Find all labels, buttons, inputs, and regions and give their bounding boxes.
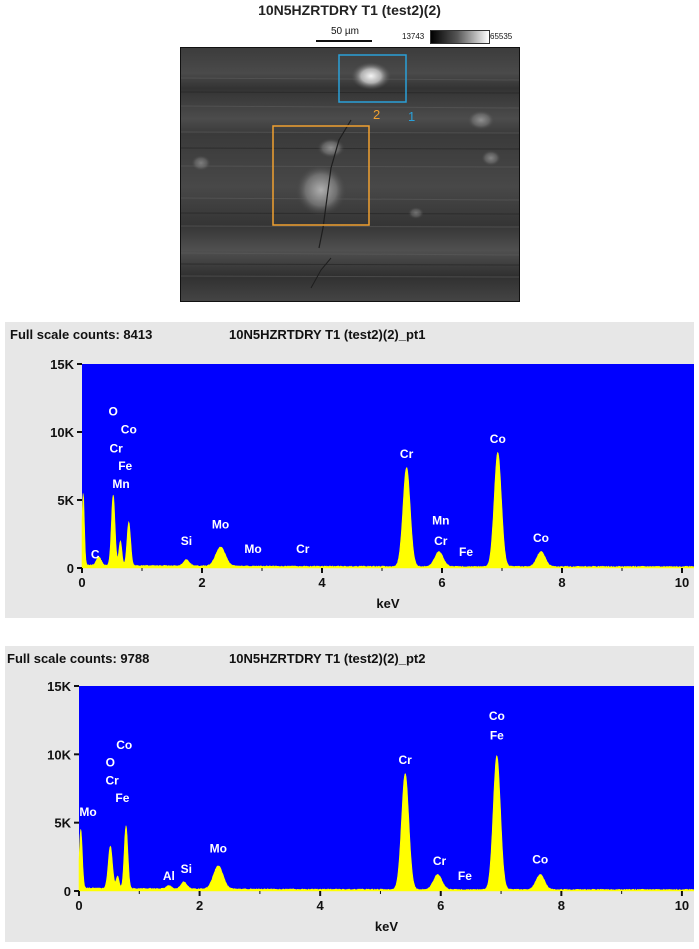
image-title: 10N5HZRTDRY T1 (test2)(2) bbox=[258, 2, 441, 18]
scale-bar-label: 50 µm bbox=[331, 26, 359, 37]
peak-label: Cr bbox=[434, 534, 448, 548]
peak-label: Cr bbox=[296, 542, 310, 556]
plot-area bbox=[79, 686, 694, 891]
peak-label: Fe bbox=[490, 728, 504, 742]
wear-particle bbox=[351, 62, 391, 90]
peak-label: Co bbox=[533, 531, 549, 545]
peak-label: Co bbox=[489, 709, 505, 723]
y-tick-label: 15K bbox=[47, 679, 71, 694]
x-tick-label: 4 bbox=[318, 575, 326, 590]
x-axis-label: keV bbox=[376, 596, 399, 611]
gray-scale-max: 65535 bbox=[490, 32, 513, 41]
x-axis-label: keV bbox=[375, 919, 398, 934]
peak-label: O bbox=[109, 405, 118, 419]
peak-label: Cr bbox=[400, 447, 414, 461]
x-tick-label: 8 bbox=[558, 898, 565, 913]
x-tick-label: 6 bbox=[438, 575, 445, 590]
wear-grooves bbox=[180, 77, 520, 278]
peak-label: Cr bbox=[399, 753, 413, 767]
y-tick-label: 0 bbox=[67, 561, 74, 576]
y-tick-label: 10K bbox=[50, 425, 74, 440]
x-tick-label: 2 bbox=[196, 898, 203, 913]
sem-background bbox=[181, 48, 519, 301]
peak-label: Mo bbox=[79, 805, 96, 819]
region-1-label: 1 bbox=[408, 109, 415, 124]
region-1-box bbox=[338, 54, 407, 103]
peak-label: Co bbox=[121, 422, 137, 436]
peak-label: Cr bbox=[105, 773, 119, 787]
peak-label: Co bbox=[532, 853, 548, 867]
spectrum-panel-pt1: Full scale counts: 8413 10N5HZRTDRY T1 (… bbox=[5, 322, 695, 618]
peak-label: Cr bbox=[433, 854, 447, 868]
region-2-label: 2 bbox=[373, 107, 380, 122]
spectrum-title: 10N5HZRTDRY T1 (test2)(2)_pt2 bbox=[229, 651, 426, 666]
x-tick-label: 6 bbox=[437, 898, 444, 913]
peak-label: Fe bbox=[118, 459, 132, 473]
peak-label: Fe bbox=[459, 545, 473, 559]
peak-label: Mn bbox=[112, 477, 129, 491]
gray-scale-min: 13743 bbox=[402, 32, 425, 41]
scale-bar-line bbox=[316, 40, 372, 42]
x-tick-label: 4 bbox=[317, 898, 325, 913]
region-2-box bbox=[272, 125, 370, 226]
peak-label: Mo bbox=[212, 518, 229, 532]
x-tick-label: 8 bbox=[558, 575, 565, 590]
peak-label: Fe bbox=[458, 869, 472, 883]
peak-label: Co bbox=[490, 432, 506, 446]
gray-scale-gradient bbox=[430, 30, 490, 44]
x-tick-label: 0 bbox=[75, 898, 82, 913]
spectrum-area bbox=[81, 451, 695, 569]
sem-micrograph: 2 1 bbox=[180, 47, 520, 302]
y-tick-label: 15K bbox=[50, 357, 74, 372]
peak-label: Fe bbox=[115, 791, 129, 805]
full-scale-counts: Full scale counts: 8413 bbox=[10, 327, 153, 342]
peak-label: Si bbox=[181, 534, 192, 548]
peak-label: Mn bbox=[432, 513, 449, 527]
peak-label: O bbox=[106, 756, 115, 770]
spectrum-panel-pt2: Full scale counts: 9788 10N5HZRTDRY T1 (… bbox=[5, 646, 695, 942]
y-tick-label: 5K bbox=[54, 816, 71, 831]
y-tick-label: 0 bbox=[64, 884, 71, 899]
spectrum-area bbox=[78, 755, 695, 892]
y-tick-label: 10K bbox=[47, 747, 71, 762]
peak-label: Cr bbox=[110, 441, 124, 455]
x-tick-label: 0 bbox=[78, 575, 85, 590]
y-tick-label: 5K bbox=[57, 493, 74, 508]
scale-bar: 50 µm bbox=[314, 26, 376, 42]
sem-image: 2 1 bbox=[180, 48, 520, 301]
peak-label: Si bbox=[181, 862, 192, 876]
x-tick-label: 2 bbox=[198, 575, 205, 590]
peak-label: Mo bbox=[244, 542, 261, 556]
spectrum-title: 10N5HZRTDRY T1 (test2)(2)_pt1 bbox=[229, 327, 426, 342]
peak-label: C bbox=[91, 547, 100, 561]
peak-label: Co bbox=[116, 738, 132, 752]
plot-area bbox=[82, 364, 694, 568]
full-scale-counts: Full scale counts: 9788 bbox=[7, 651, 150, 666]
x-tick-label: 10 bbox=[675, 898, 689, 913]
peak-label: Al bbox=[163, 869, 175, 883]
peak-label: Mo bbox=[210, 842, 227, 856]
x-tick-label: 10 bbox=[675, 575, 689, 590]
